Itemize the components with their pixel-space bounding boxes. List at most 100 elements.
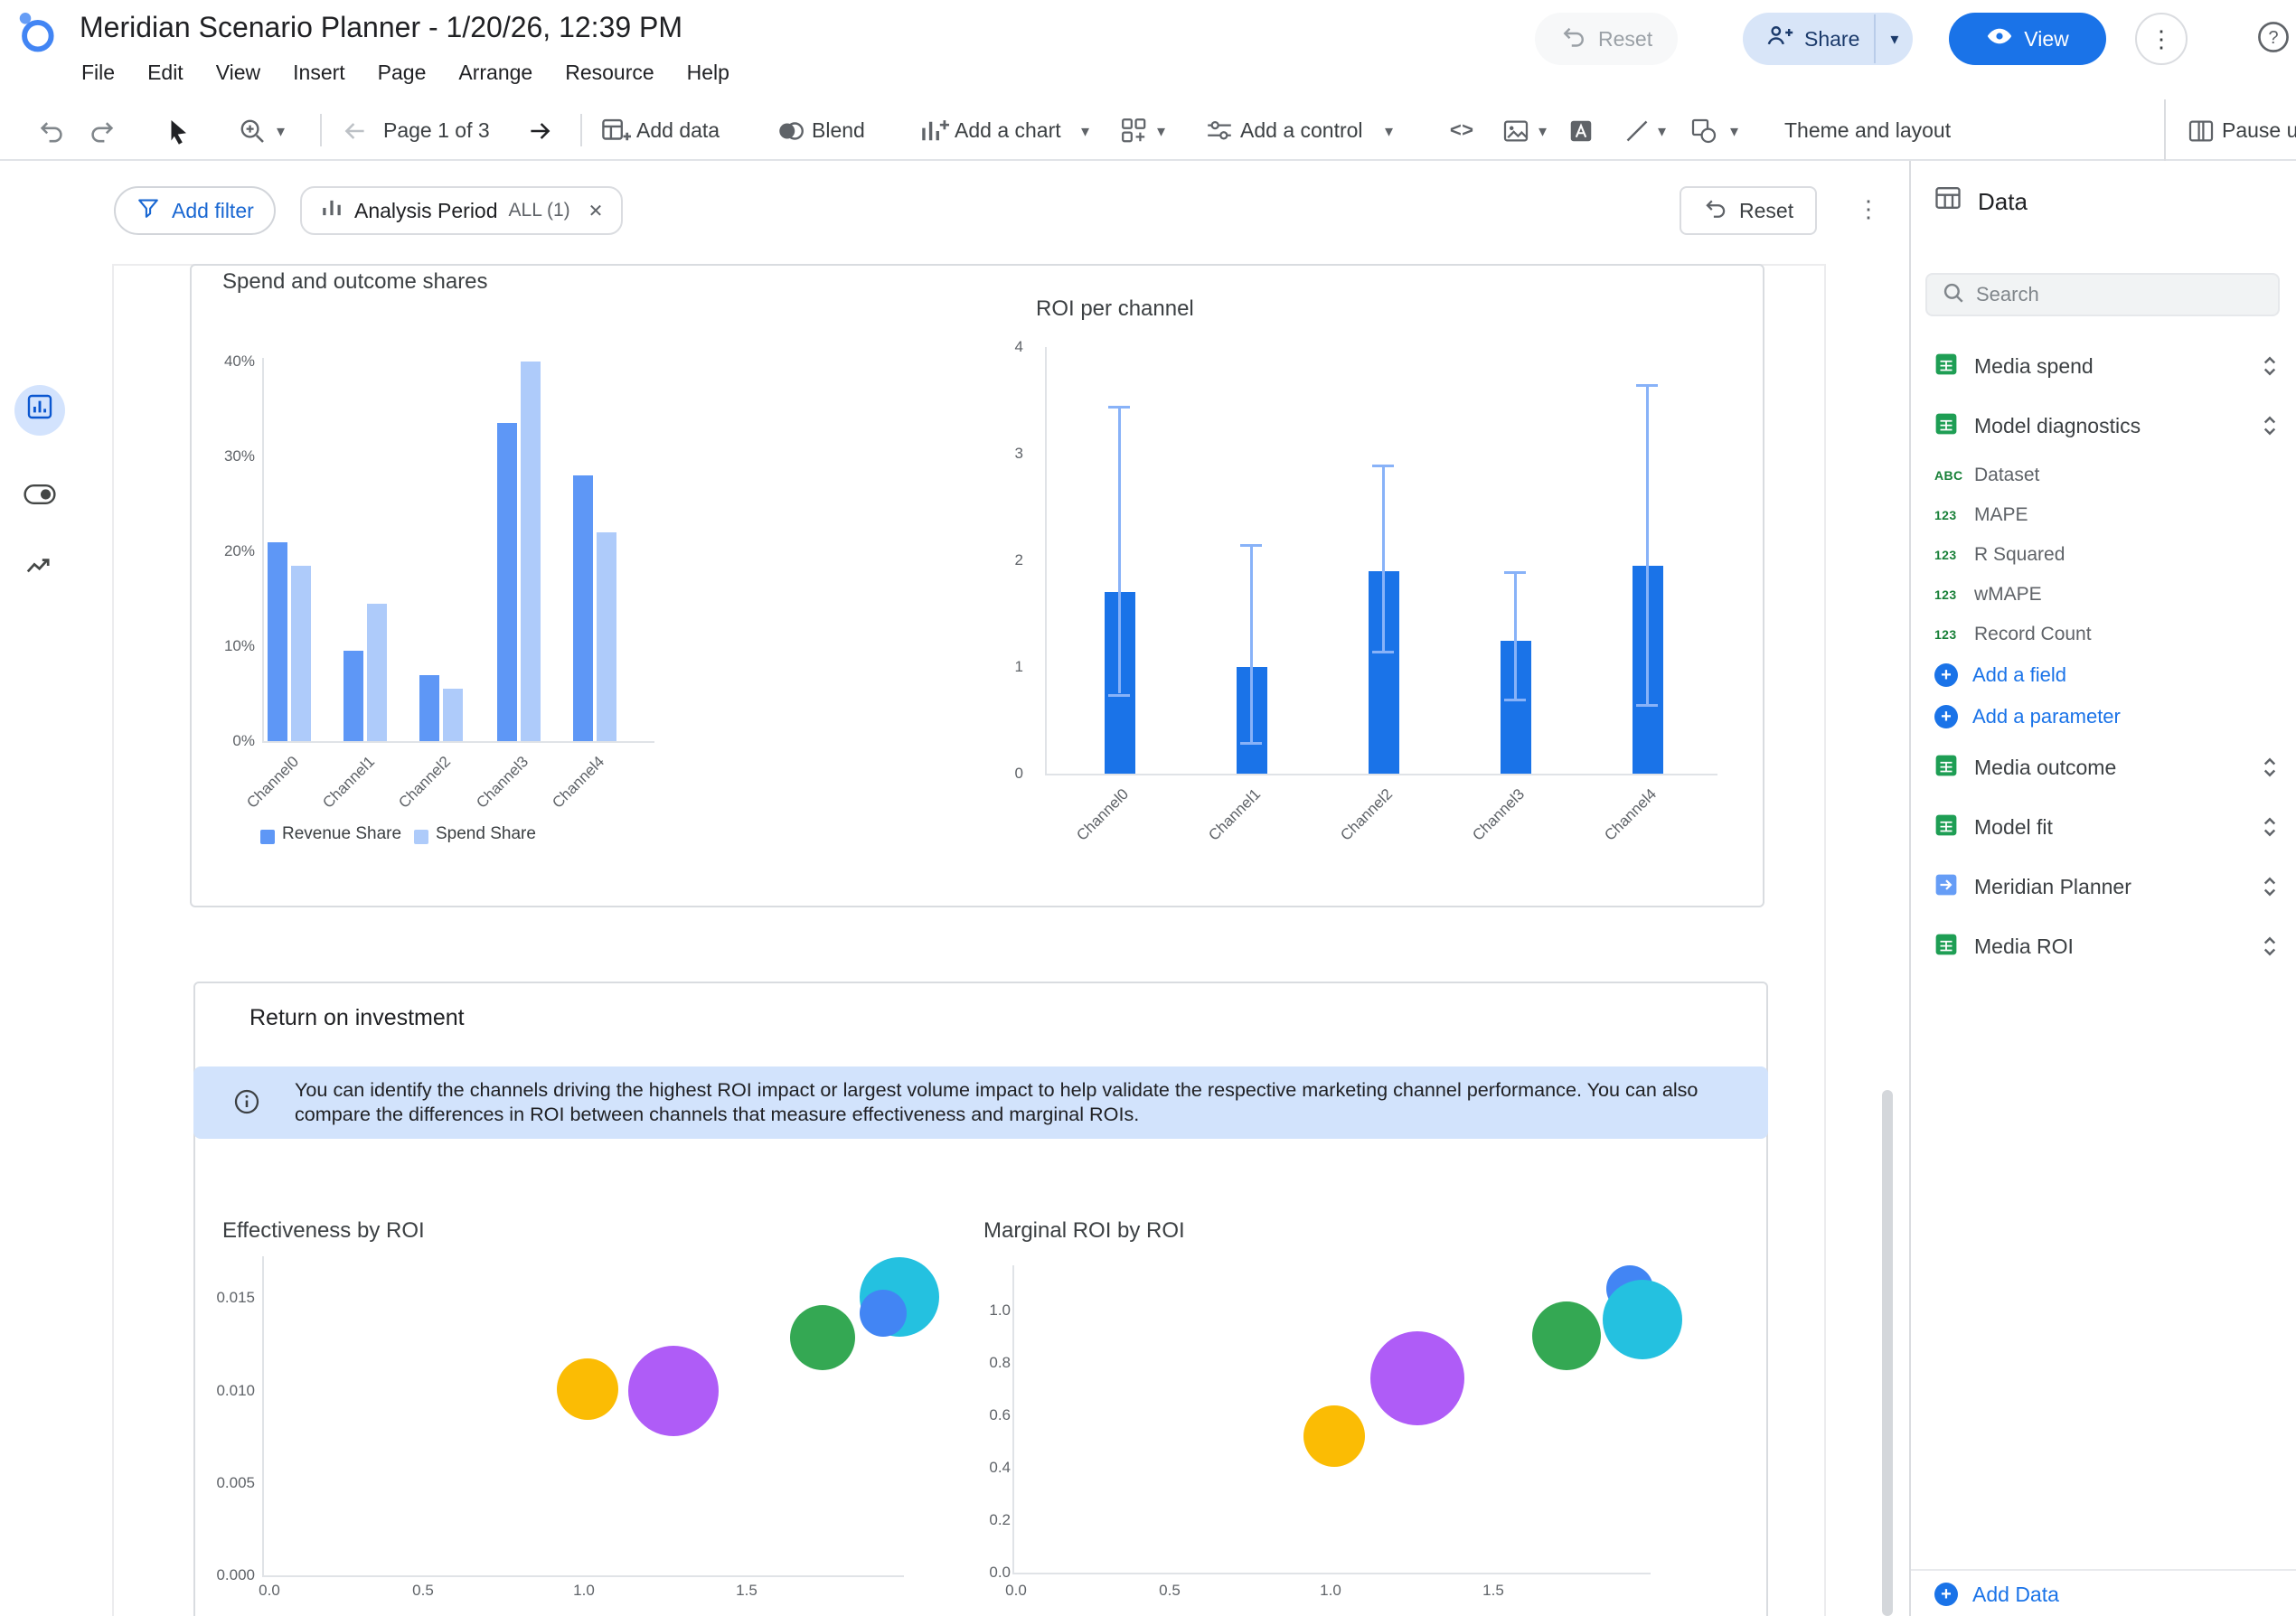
collapse-toggle-icon[interactable] [2262,413,2278,438]
pause-updates-button[interactable]: Pause u [2222,118,2296,142]
field-wmape[interactable]: 123 wMAPE [1934,584,2042,605]
y-axis-label: 1 [1014,658,1023,675]
search-input[interactable] [1976,283,2263,306]
add-chart-caret[interactable]: ▾ [1081,122,1090,140]
data-source-media-spend[interactable]: Media spend [1911,336,2296,396]
menu-view[interactable]: View [215,61,261,84]
add-control-caret[interactable]: ▾ [1385,122,1394,140]
error-bar-cap-top [1108,405,1130,409]
line-tool-icon[interactable] [1622,116,1652,146]
person-add-icon [1764,22,1793,56]
data-source-media-roi[interactable]: Media ROI [1911,916,2296,976]
next-page-button[interactable] [524,116,555,146]
share-button[interactable]: Share ▾ [1743,13,1914,65]
bar-spend-share [291,565,311,741]
shape-tool-icon[interactable] [1689,116,1719,146]
y-axis-label: 4 [1014,338,1023,355]
app-header: Meridian Scenario Planner - 1/20/26, 12:… [0,0,2296,99]
rail-controls-tab[interactable] [24,479,56,512]
pause-updates-icon[interactable] [2186,116,2216,146]
add-filter-button[interactable]: Add filter [114,186,276,235]
embed-icon[interactable]: <> [1449,119,1474,143]
field-r-squared[interactable]: 123 R Squared [1934,544,2065,565]
toolbar-divider [2164,99,2166,161]
menu-help[interactable]: Help [686,61,729,84]
zoom-tool[interactable] [237,116,268,146]
select-tool[interactable] [163,116,193,146]
add-data-icon[interactable] [600,116,631,146]
chart-title-spend-shares: Spend and outcome shares [222,269,488,294]
y-axis-label: 0.0 [989,1564,1011,1581]
theme-layout-button[interactable]: Theme and layout [1784,118,1952,142]
chart-card-top[interactable] [190,264,1764,907]
menu-insert[interactable]: Insert [293,61,345,84]
prev-page-button[interactable] [340,116,371,146]
filter-more-options[interactable]: ⋮ [1857,195,1880,222]
data-source-model-fit[interactable]: Model fit [1911,797,2296,857]
bubble [1531,1301,1601,1370]
menu-resource[interactable]: Resource [565,61,654,84]
menu-arrange[interactable]: Arrange [458,61,533,84]
view-button[interactable]: View [1949,13,2106,65]
image-tool-caret[interactable]: ▾ [1539,122,1548,140]
shape-tool-caret[interactable]: ▾ [1730,122,1739,140]
bar-revenue-share [497,423,517,741]
header-reset-button[interactable]: Reset [1535,13,1679,65]
blend-icon[interactable] [776,116,806,146]
zoom-dropdown-caret[interactable]: ▾ [277,122,286,140]
undo-button[interactable] [36,116,67,146]
field-record-count[interactable]: 123 Record Count [1934,624,2092,644]
add-a-parameter-button[interactable]: + Add a parameter [1911,696,2296,738]
add-control-button[interactable]: Add a control [1240,118,1363,142]
collapse-toggle-icon[interactable] [2262,755,2278,780]
collapse-toggle-icon[interactable] [2262,814,2278,840]
menu-page[interactable]: Page [377,61,427,84]
bubble [628,1346,720,1437]
collapse-toggle-icon[interactable] [2262,353,2278,379]
blend-button[interactable]: Blend [812,118,865,142]
collapse-toggle-icon[interactable] [2262,874,2278,899]
info-banner[interactable] [193,1066,1768,1139]
add-icon: + [1934,1583,1958,1606]
data-source-meridian-planner[interactable]: Meridian Planner [1911,857,2296,916]
text-tool-icon[interactable] [1566,116,1596,146]
error-bar-cap-top [1636,384,1658,388]
y-axis-label: 0.6 [989,1406,1011,1423]
chart-title-effectiveness: Effectiveness by ROI [222,1218,425,1243]
community-viz-icon[interactable] [1119,116,1150,146]
filter-chip-analysis-period[interactable]: Analysis Period ALL (1) ✕ [300,186,624,235]
error-bar-cap-bottom [1636,704,1658,708]
field-dataset[interactable]: ABC Dataset [1934,465,2040,485]
menu-file[interactable]: File [81,61,116,84]
canvas-scrollbar-thumb[interactable] [1882,1090,1893,1616]
add-chart-button[interactable]: Add a chart [955,118,1061,142]
report-title[interactable]: Meridian Scenario Planner - 1/20/26, 12:… [80,11,683,43]
redo-button[interactable] [87,116,118,146]
chip-close-icon[interactable]: ✕ [588,201,604,221]
field-mape[interactable]: 123 MAPE [1934,504,2028,525]
add-data-row[interactable]: + Add Data [1911,1569,2296,1616]
add-icon: + [1934,663,1958,687]
image-tool-icon[interactable] [1501,116,1531,146]
data-source-model-diagnostics[interactable]: Model diagnostics [1911,396,2296,456]
search-box[interactable] [1925,273,2280,316]
add-control-icon[interactable] [1204,116,1235,146]
more-options-button[interactable]: ⋮ [2135,13,2188,65]
page-indicator[interactable]: Page 1 of 3 [383,118,490,142]
share-dropdown-caret[interactable]: ▾ [1890,30,1899,48]
add-data-button[interactable]: Add data [636,118,720,142]
add-icon: + [1934,705,1958,728]
rail-report-tab[interactable] [14,385,65,436]
line-tool-caret[interactable]: ▾ [1658,122,1667,140]
looker-studio-logo-icon[interactable] [14,9,58,63]
menu-edit[interactable]: Edit [147,61,183,84]
community-viz-caret[interactable]: ▾ [1157,122,1166,140]
rail-explore-tab[interactable] [24,551,52,587]
collapse-toggle-icon[interactable] [2262,934,2278,959]
filter-reset-button[interactable]: Reset [1680,186,1818,235]
data-source-media-outcome[interactable]: Media outcome [1911,738,2296,797]
add-a-field-button[interactable]: + Add a field [1911,654,2296,696]
add-chart-icon[interactable] [918,116,949,146]
help-icon[interactable]: ? [2256,20,2291,61]
